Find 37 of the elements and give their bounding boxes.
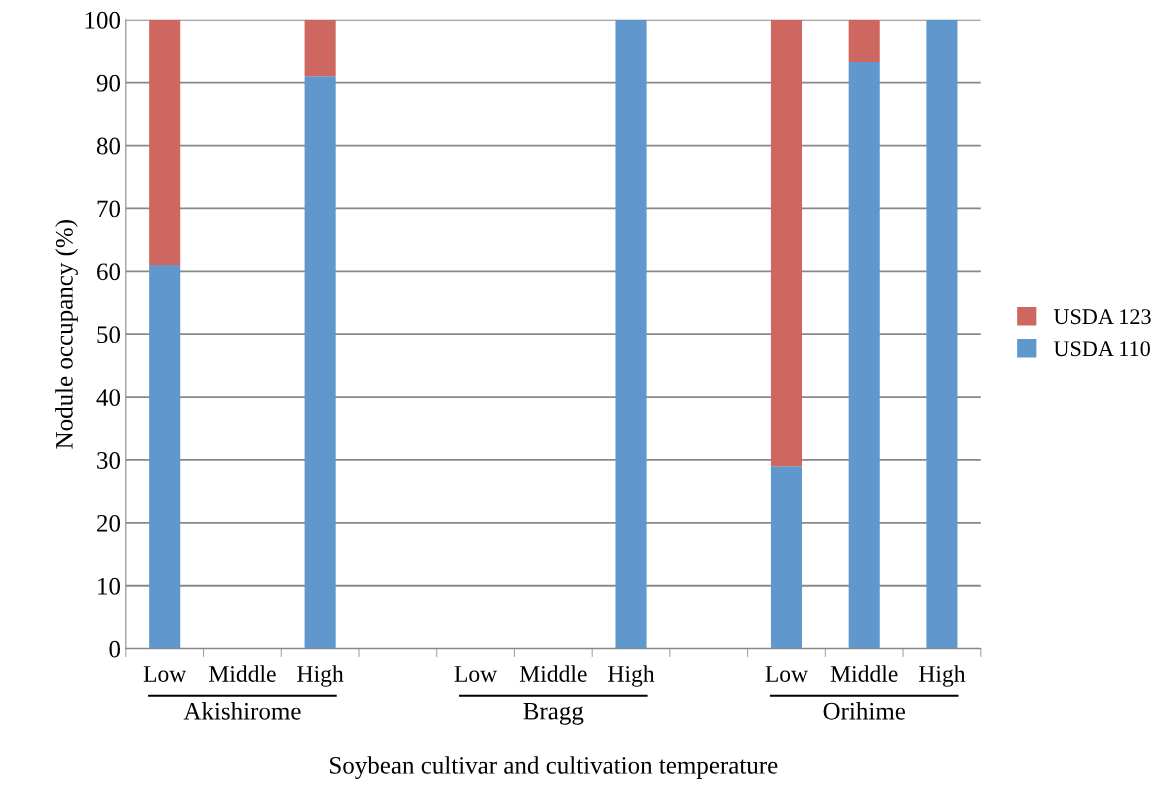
x-tick-label: High (297, 665, 344, 687)
x-tick-label: Low (765, 666, 809, 682)
text: Orihime (823, 702, 905, 720)
y-tick-label: 40 (96, 389, 121, 406)
x-tick-label: Low (454, 666, 498, 682)
legend-label: USDA 123 (1053, 309, 1151, 325)
x-tick-label: High (918, 665, 966, 687)
bar (149, 265, 181, 649)
bar (304, 19, 336, 77)
y-tick-label: 100 (85, 11, 121, 29)
y-tick-label: 20 (97, 514, 121, 532)
bar (848, 19, 880, 62)
bar (770, 19, 803, 467)
y-axis-title: Nodule occupancy (%) (55, 220, 78, 449)
bar (848, 61, 880, 649)
y-tick-label: 0 (109, 640, 121, 658)
bar (615, 19, 647, 649)
y-tick-label: 50 (97, 326, 121, 344)
text: Bragg (523, 702, 584, 725)
y-tick-label: 10 (98, 577, 121, 595)
bar (149, 19, 181, 266)
bar (770, 466, 803, 649)
legend-label: USDA 110 (1053, 341, 1150, 357)
y-tick-label: 80 (96, 137, 121, 155)
y-tick-label: 60 (97, 263, 121, 281)
x-tick-label: Middle (830, 665, 898, 682)
y-tick-label: 70 (97, 200, 121, 218)
x-tick-label: Middle (208, 665, 276, 682)
x-axis-title: Soybean cultivar and cultivation temperature (330, 756, 778, 779)
x-tick-label: High (608, 665, 655, 687)
y-tick-label: 30 (97, 452, 121, 469)
text: Akishirome (183, 702, 301, 720)
x-tick-label: Middle (519, 665, 587, 682)
bar (304, 76, 336, 649)
y-tick-label: 90 (96, 74, 121, 92)
x-tick-label: Low (143, 666, 187, 682)
bar (926, 19, 958, 649)
